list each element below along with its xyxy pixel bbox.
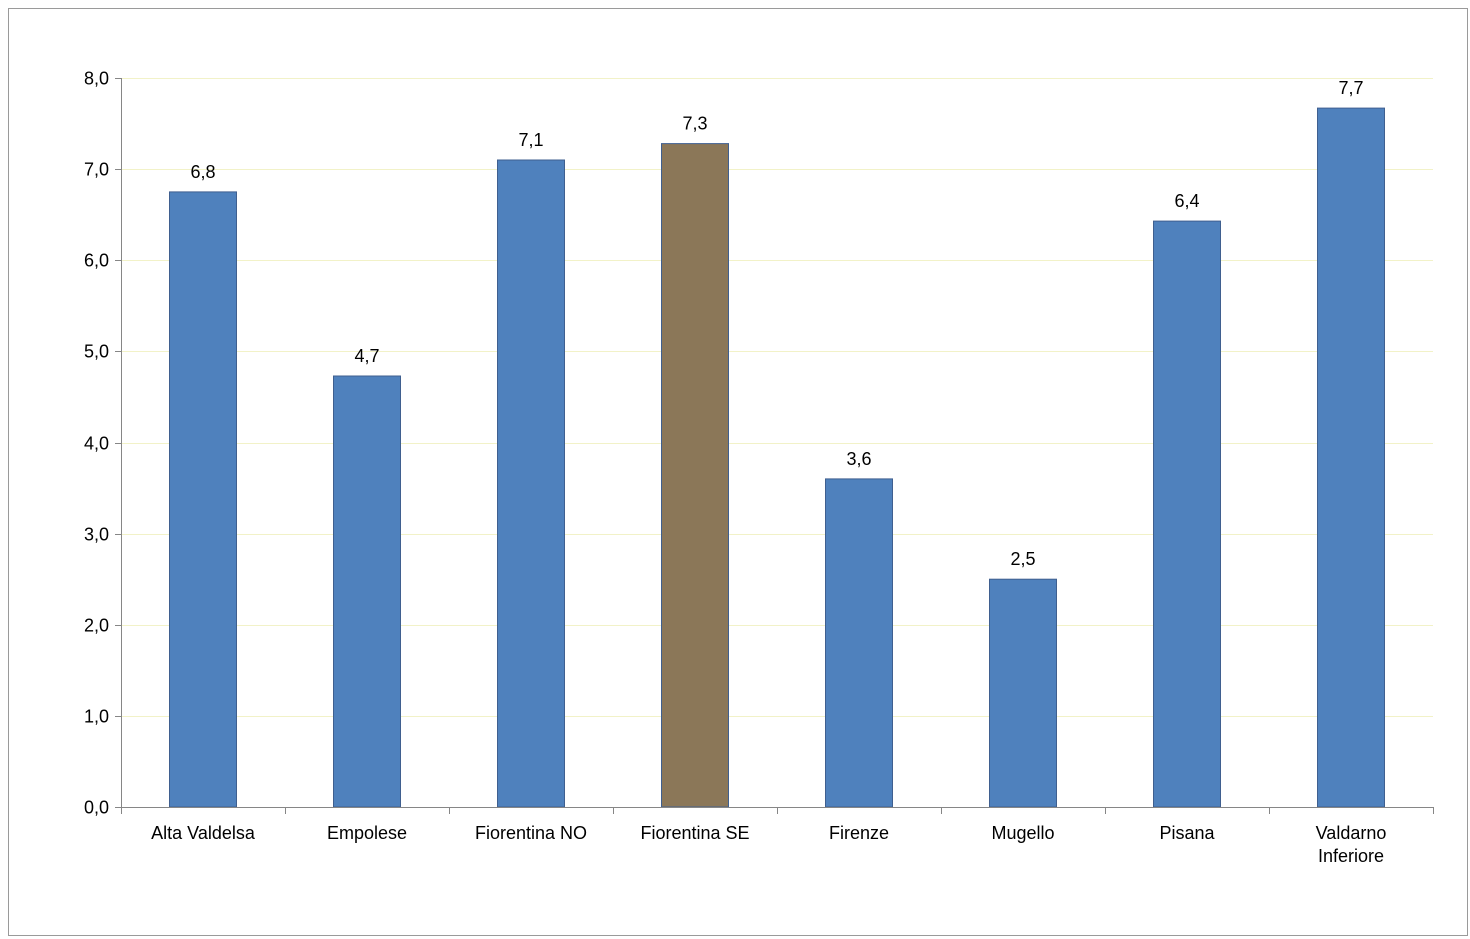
y-tick-label: 3,0 — [84, 525, 109, 545]
bar — [1153, 220, 1221, 808]
bar — [333, 375, 401, 808]
x-category-label: Mugello — [991, 823, 1054, 843]
x-category-label: Alta Valdelsa — [151, 823, 256, 843]
bar — [661, 143, 729, 808]
bar — [169, 191, 237, 808]
y-tick-label: 6,0 — [84, 251, 109, 271]
bar — [1317, 107, 1385, 808]
y-tick-label: 2,0 — [84, 616, 109, 636]
y-tick-label: 4,0 — [84, 434, 109, 454]
x-category-label: Firenze — [829, 823, 889, 843]
x-category-label: Fiorentina SE — [640, 823, 749, 843]
x-category-label: Inferiore — [1318, 846, 1384, 866]
y-tick-label: 5,0 — [84, 342, 109, 362]
labels: 6,8 4,7 7,1 7,3 3,6 2,5 6,4 7,7 0,0 1,0 2,0 3,0 4,0 5… — [84, 69, 1386, 867]
data-label: 2,5 — [1010, 549, 1035, 569]
axes — [115, 78, 1434, 814]
y-tick-label: 8,0 — [84, 69, 109, 89]
y-tick-label: 0,0 — [84, 798, 109, 818]
data-label: 4,7 — [354, 346, 379, 366]
x-category-label: Valdarno — [1316, 823, 1387, 843]
x-category-label: Empolese — [327, 823, 407, 843]
bars — [169, 107, 1385, 808]
data-label: 6,4 — [1174, 191, 1199, 211]
data-label: 7,7 — [1338, 78, 1363, 98]
y-tick-label: 7,0 — [84, 160, 109, 180]
chart-frame — [8, 8, 1468, 936]
data-label: 3,6 — [846, 449, 871, 469]
data-label: 7,1 — [518, 130, 543, 150]
x-category-label: Fiorentina NO — [475, 823, 587, 843]
bar — [825, 478, 893, 808]
y-tick-label: 1,0 — [84, 707, 109, 727]
bar — [989, 578, 1057, 808]
x-category-label: Pisana — [1159, 823, 1215, 843]
data-label: 7,3 — [682, 114, 707, 134]
data-label: 6,8 — [190, 162, 215, 182]
bar — [497, 159, 565, 808]
gridlines — [121, 78, 1433, 717]
